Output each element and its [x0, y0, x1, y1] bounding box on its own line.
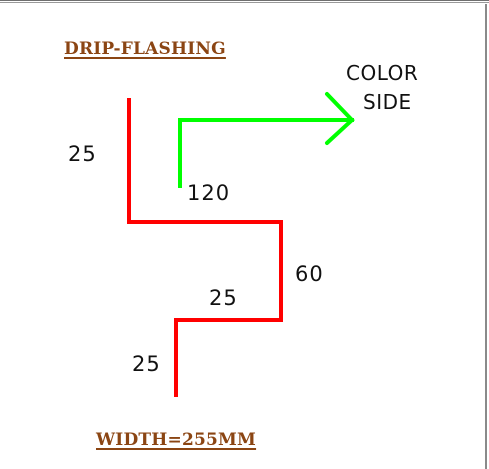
- step-segment-dimension: 25: [209, 286, 238, 310]
- drip-flashing-title: DRIP-FLASHING: [64, 39, 226, 59]
- width-title: WIDTH=255MM: [96, 430, 257, 450]
- color-side-label-line1: COLOR: [346, 61, 419, 85]
- window-right-border: [485, 4, 487, 469]
- hem-segment-dimension: 120: [187, 181, 231, 205]
- window-top-border: [0, 0, 489, 4]
- color-side-label-line2: SIDE: [363, 90, 412, 114]
- top-segment-dimension: 25: [68, 142, 97, 166]
- color-side-arrow: [178, 118, 354, 188]
- flashing-profile-line: [127, 98, 283, 397]
- color-side-arrowhead: [325, 92, 355, 145]
- bottom-segment-dimension: 25: [132, 352, 161, 376]
- middle-segment-dimension: 60: [295, 262, 324, 286]
